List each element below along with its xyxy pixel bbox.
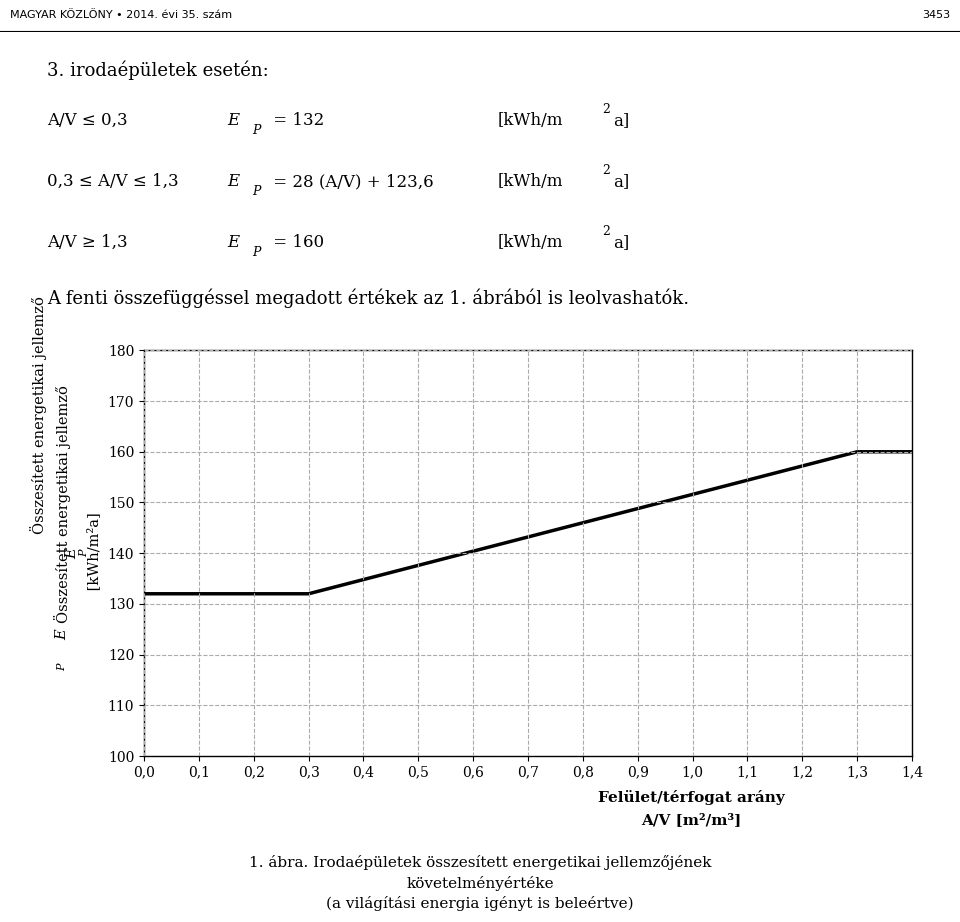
Text: 1. ábra. Irodaépületek összesített energetikai jellemzőjének: 1. ábra. Irodaépületek összesített energ… (249, 855, 711, 869)
Text: A fenti összefüggéssel megadott értékek az 1. ábrából is leolvashatók.: A fenti összefüggéssel megadott értékek … (47, 288, 689, 308)
Text: E: E (228, 112, 239, 129)
Text: P: P (252, 185, 260, 198)
Text: (a világítási energia igényt is beleértve): (a világítási energia igényt is beleértv… (326, 896, 634, 911)
Text: [kWh/m: [kWh/m (498, 234, 564, 252)
Text: E: E (228, 234, 239, 252)
Text: 2: 2 (602, 102, 610, 115)
Text: 3. irodaépületek esetén:: 3. irodaépületek esetén: (47, 60, 269, 80)
Text: A/V ≤ 0,3: A/V ≤ 0,3 (47, 112, 128, 129)
Text: E: E (65, 548, 79, 559)
Text: 2: 2 (602, 225, 610, 238)
Text: Összesített energetikai jellemző: Összesített energetikai jellemző (54, 385, 71, 623)
Text: E: E (228, 173, 239, 190)
Text: = 132: = 132 (268, 112, 324, 129)
Text: [kWh/m: [kWh/m (498, 112, 564, 129)
Text: 3453: 3453 (923, 9, 950, 19)
Text: 0,3 ≤ A/V ≤ 1,3: 0,3 ≤ A/V ≤ 1,3 (47, 173, 179, 190)
Text: a]: a] (613, 173, 630, 190)
Text: P: P (252, 246, 260, 259)
Text: P: P (80, 550, 89, 557)
Text: 2: 2 (602, 164, 610, 177)
Text: P: P (58, 663, 67, 670)
Text: Felület/térfogat arány: Felület/térfogat arány (598, 790, 784, 805)
Text: a]: a] (613, 234, 630, 252)
Text: a]: a] (613, 112, 630, 129)
Text: MAGYAR KÖZLÖNY • 2014. évi 35. szám: MAGYAR KÖZLÖNY • 2014. évi 35. szám (10, 9, 231, 19)
Text: E: E (56, 629, 69, 640)
Text: [kWh/m: [kWh/m (498, 173, 564, 190)
Text: A/V [m²/m³]: A/V [m²/m³] (641, 813, 741, 828)
Text: A/V ≥ 1,3: A/V ≥ 1,3 (47, 234, 128, 252)
Text: Összesített energetikai jellemző: Összesített energetikai jellemző (30, 296, 47, 534)
Text: = 28 (A/V) + 123,6: = 28 (A/V) + 123,6 (268, 173, 434, 190)
Text: [kWh/m²a]: [kWh/m²a] (87, 512, 101, 595)
Text: P: P (252, 124, 260, 136)
Text: követelményértéke: követelményértéke (406, 876, 554, 891)
Text: = 160: = 160 (268, 234, 324, 252)
